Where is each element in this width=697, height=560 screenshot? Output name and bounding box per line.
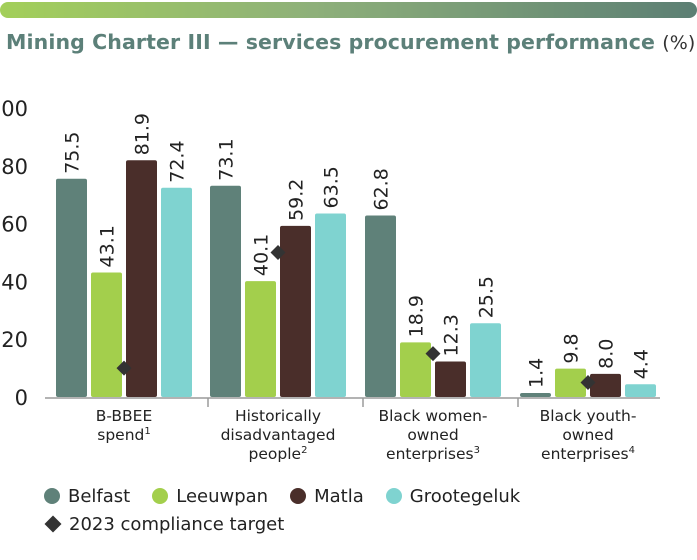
header-gradient-bar <box>0 2 697 18</box>
chart-title: Mining Charter III — services procuremen… <box>6 30 695 54</box>
legend-label-target: 2023 compliance target <box>69 513 285 535</box>
bar-grootegeluk <box>315 213 346 397</box>
legend-item-belfast: Belfast <box>44 486 130 507</box>
target-diamond-marker <box>425 346 441 362</box>
bar-value-label: 18.9 <box>406 295 428 337</box>
bar-leeuwpan <box>91 272 122 397</box>
bar-belfast <box>56 178 87 397</box>
bar-value-label: 12.3 <box>441 314 463 356</box>
bar-matla <box>590 373 621 397</box>
bar-value-label: 62.8 <box>371 168 393 210</box>
legend-swatch-leeuwpan <box>152 488 169 504</box>
bar-matla <box>126 160 157 397</box>
chart-title-text: Mining Charter III — services procuremen… <box>6 30 656 54</box>
category-label: Historically disadvantaged people2 <box>221 407 336 463</box>
target-diamond-marker <box>580 375 596 391</box>
legend-target-diamond-icon <box>44 515 62 533</box>
target-diamond-marker <box>270 245 286 260</box>
bar-value-label: 43.1 <box>97 225 119 267</box>
bar-grootegeluk <box>625 384 656 397</box>
bar-value-label: 59.2 <box>286 179 308 221</box>
bar-value-label: 75.5 <box>62 131 84 173</box>
bar-value-label: 9.8 <box>561 333 583 363</box>
y-tick-label: 80 <box>1 155 28 179</box>
bar-chart: 0 20 40 60 80 100 75.5 73.1 62.8 1.4 43.1 40.1 18.9 9… <box>0 97 660 463</box>
bar-matla <box>435 361 466 397</box>
bar-value-label: 25.5 <box>476 276 498 318</box>
bar-leeuwpan <box>245 281 276 397</box>
bar-belfast <box>365 215 396 397</box>
bar-matla <box>280 225 311 397</box>
bar-value-label: 4.4 <box>631 349 653 379</box>
category-label: Black youth-owned enterprises4 <box>540 407 637 463</box>
y-tick-label: 60 <box>1 213 28 237</box>
legend-item-leeuwpan: Leeuwpan <box>152 486 268 507</box>
legend-label-leeuwpan: Leeuwpan <box>176 485 269 507</box>
bar-grootegeluk <box>161 187 192 397</box>
bar-value-label: 40.1 <box>251 234 273 276</box>
bar-value-label: 63.5 <box>321 166 343 208</box>
bar-value-label: 81.9 <box>132 113 154 155</box>
legend-swatch-grootegeluk <box>385 488 402 504</box>
bar-leeuwpan <box>400 342 431 397</box>
legend-label-belfast: Belfast <box>68 485 131 507</box>
legend-series-row: Belfast Leeuwpan Matla Grootegeluk <box>44 482 542 510</box>
legend-swatch-belfast <box>44 488 60 504</box>
category-label: B-BBEE spend1 <box>96 407 153 444</box>
bar-belfast <box>210 185 241 397</box>
category-label: Black women-owned enterprises3 <box>378 407 487 463</box>
y-tick-label: 40 <box>1 270 28 294</box>
chart-title-unit: (%) <box>662 32 696 54</box>
bar-belfast <box>520 392 551 397</box>
legend-label-grootegeluk: Grootegeluk <box>409 485 521 507</box>
bar-value-label: 1.4 <box>526 358 548 388</box>
legend-swatch-matla <box>290 488 307 504</box>
legend-item-grootegeluk: Grootegeluk <box>385 485 521 507</box>
legend-item-matla: Matla <box>290 486 364 507</box>
target-diamond-marker <box>116 360 132 376</box>
legend-label-matla: Matla <box>314 485 364 507</box>
y-tick-label: 0 <box>15 386 28 410</box>
bar-grootegeluk <box>470 323 501 397</box>
bar-value-label: 8.0 <box>596 339 618 369</box>
legend-target-row: 2023 compliance target <box>44 510 542 538</box>
bar-value-label: 73.1 <box>216 138 238 180</box>
bar-value-label: 72.4 <box>166 140 188 182</box>
bar-leeuwpan <box>555 368 586 397</box>
y-tick-label: 100 <box>0 97 28 121</box>
y-tick-label: 20 <box>1 328 28 352</box>
legend: Belfast Leeuwpan Matla Grootegeluk 2023 … <box>44 482 542 538</box>
